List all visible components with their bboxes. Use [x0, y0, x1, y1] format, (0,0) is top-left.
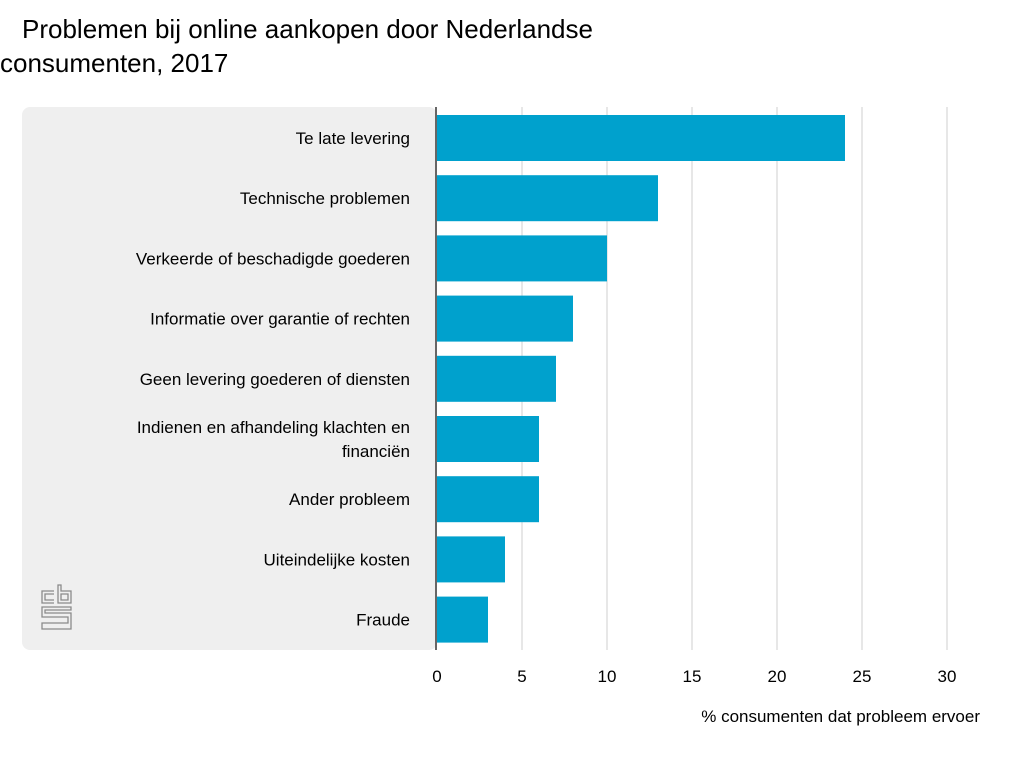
x-axis-label: % consumenten dat probleem ervoer: [701, 707, 980, 726]
chart-title: Problemen bij online aankopen door Neder…: [0, 12, 720, 80]
x-tick-label: 30: [938, 667, 957, 686]
category-label: Ander probleem: [289, 490, 410, 509]
cbs-logo-icon: [41, 584, 72, 630]
bar: [437, 115, 845, 161]
chart-title-line-2: consumenten, 2017: [0, 48, 229, 78]
category-label: Te late levering: [296, 129, 410, 148]
bars: [437, 115, 845, 643]
category-label: Verkeerde of beschadigde goederen: [136, 249, 410, 268]
bar: [437, 596, 488, 643]
category-label: Informatie over garantie of rechten: [150, 310, 410, 329]
category-label: Fraude: [356, 611, 410, 630]
x-tick-labels: 0 5 10 15 20 25 30: [432, 667, 956, 686]
x-tick-label: 0: [432, 667, 441, 686]
x-tick-label: 10: [598, 667, 617, 686]
category-label: Uiteindelijke kosten: [264, 550, 410, 569]
x-tick-label: 25: [853, 667, 872, 686]
chart-title-line-1: Problemen bij online aankopen door Neder…: [22, 14, 593, 44]
bar: [437, 235, 607, 282]
category-label: Indienen en afhandeling klachten en finan…: [137, 418, 410, 461]
x-tick-label: 15: [683, 667, 702, 686]
x-tick-label: 5: [517, 667, 526, 686]
category-label: Technische problemen: [240, 189, 410, 208]
bar: [437, 355, 556, 402]
bar: [437, 416, 539, 462]
x-tick-label: 20: [768, 667, 787, 686]
bar: [437, 536, 505, 583]
category-panel: [22, 107, 437, 650]
bar: [437, 295, 573, 342]
category-label: Geen levering goederen of diensten: [140, 370, 410, 389]
bar: [437, 476, 539, 523]
category-labels: Te late levering Technische problemen Verk…: [136, 129, 410, 630]
bar: [437, 175, 658, 222]
